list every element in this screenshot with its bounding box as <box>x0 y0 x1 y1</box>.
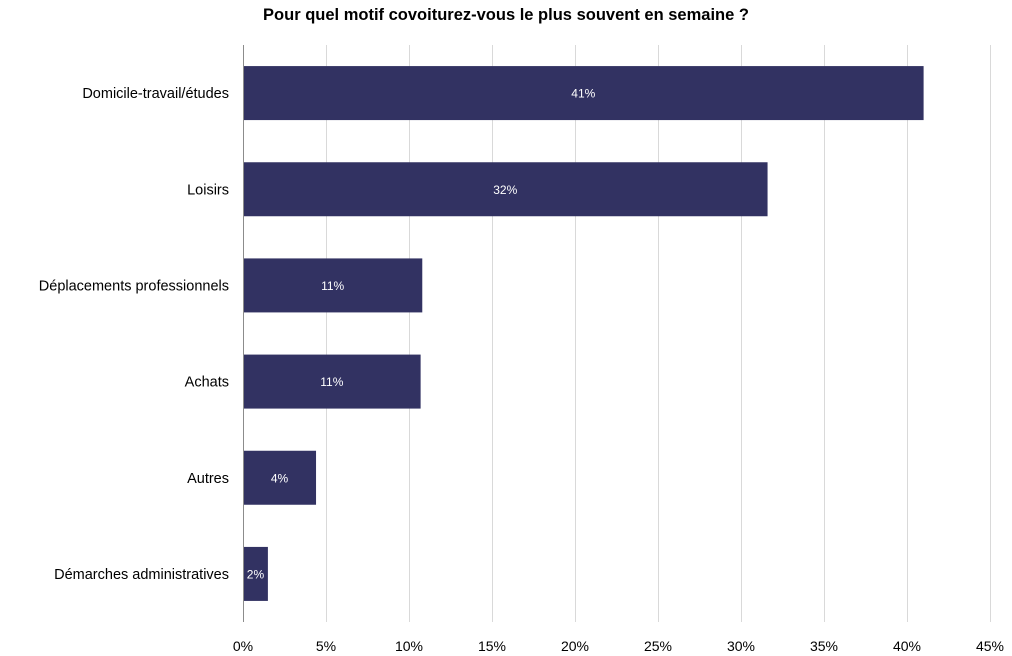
data-label: 32% <box>493 183 517 197</box>
data-label: 11% <box>321 279 344 293</box>
bars: 41% 32% 11% 11% 4% 2% <box>243 66 924 601</box>
category-label: Achats <box>185 375 229 391</box>
category-label: Domicile-travail/études <box>82 86 229 102</box>
category-label: Démarches administratives <box>54 567 229 583</box>
x-tick-label: 5% <box>316 638 336 654</box>
x-tick-label: 10% <box>395 638 423 654</box>
bar <box>243 354 421 409</box>
category-label: Loisirs <box>187 182 229 198</box>
data-label: 11% <box>320 375 343 389</box>
x-tick-label: 0% <box>233 638 253 654</box>
data-label: 41% <box>571 87 595 101</box>
axes: 0% 5% 10% 15% 20% 25% 30% 35% 40% 45% Domicile-tra… <box>39 45 1004 654</box>
x-tick-label: 20% <box>561 638 589 654</box>
x-tick-label: 15% <box>478 638 506 654</box>
x-tick-label: 40% <box>893 638 921 654</box>
data-label: 4% <box>271 471 289 485</box>
bar <box>243 162 768 217</box>
bar <box>243 450 317 505</box>
bar <box>243 258 423 313</box>
grid-lines <box>326 45 991 622</box>
x-tick-label: 35% <box>810 638 838 654</box>
bar <box>243 546 268 601</box>
category-label: Autres <box>187 471 229 487</box>
x-tick-label: 30% <box>727 638 755 654</box>
category-label: Déplacements professionnels <box>39 278 229 294</box>
x-tick-label: 45% <box>976 638 1004 654</box>
data-label: 2% <box>247 567 265 581</box>
bar <box>243 66 924 121</box>
x-tick-label: 25% <box>644 638 672 654</box>
chart-title: Pour quel motif covoiturez-vous le plus … <box>263 6 749 24</box>
